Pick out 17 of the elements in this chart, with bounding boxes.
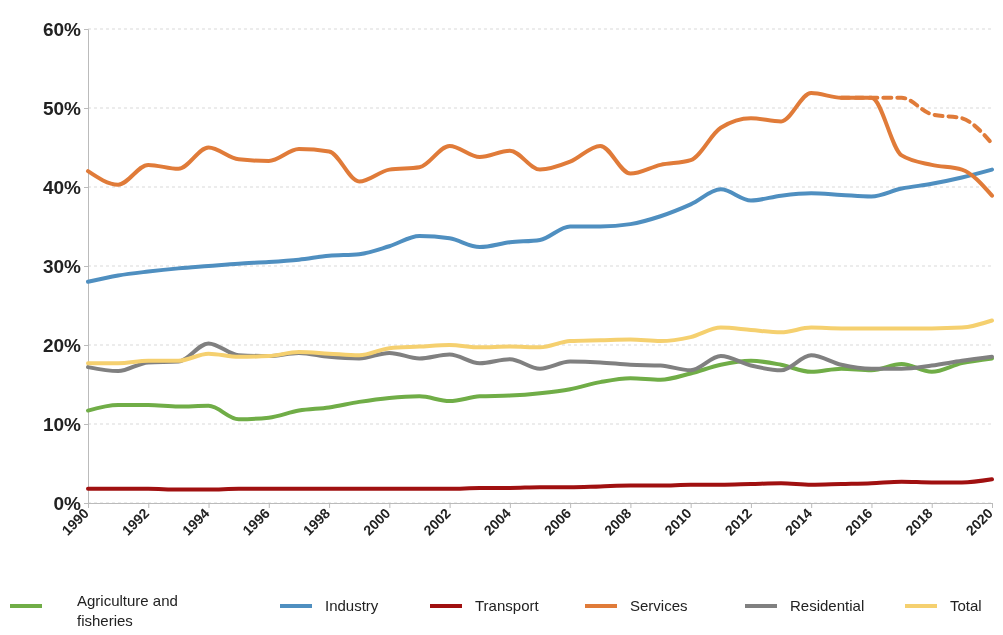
- y-tick-label: 30%: [42, 255, 82, 277]
- line-series: [86, 477, 994, 492]
- y-tick-label: 10%: [42, 413, 82, 435]
- legend-label: Agriculture and fisheries: [77, 592, 178, 629]
- y-tick-label: 40%: [42, 176, 82, 198]
- line-series: [86, 318, 994, 366]
- y-tick-label: 20%: [42, 334, 82, 356]
- legend-label: Residential: [790, 597, 865, 614]
- legend-label: Industry: [325, 597, 379, 614]
- legend-label: Services: [630, 597, 688, 614]
- legend-label: Total: [950, 597, 982, 614]
- legend-label: Transport: [475, 597, 540, 614]
- y-tick-label: 50%: [42, 97, 82, 119]
- line-series: [86, 356, 994, 422]
- y-tick-label: 60%: [42, 18, 82, 40]
- line-series: [86, 90, 994, 198]
- line-series: [86, 167, 994, 284]
